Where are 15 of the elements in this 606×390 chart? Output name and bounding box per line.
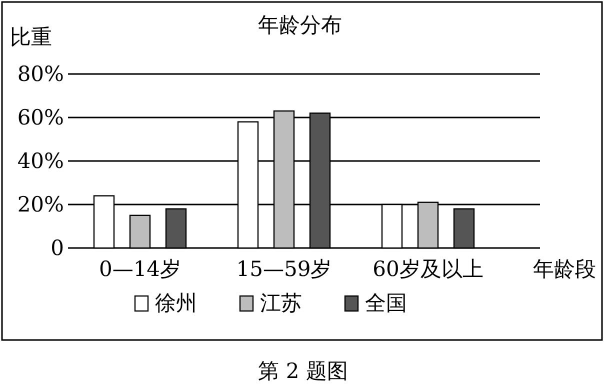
text: 第 2 题图	[258, 359, 348, 383]
y-tick-label: 80%	[17, 62, 64, 86]
y-tick-label: 0	[50, 236, 64, 260]
y-axis-title: 比重	[10, 25, 52, 49]
y-tick-label: 60%	[17, 106, 64, 130]
x-tick-label: 15—59岁	[236, 257, 332, 281]
x-tick-label: 0—14岁	[98, 257, 182, 281]
y-tick-label: 40%	[17, 149, 64, 173]
x-tick-label: 60岁及以上	[372, 257, 484, 281]
chart-title: 年龄分布	[258, 13, 342, 37]
legend-label: 全国	[365, 291, 407, 315]
y-tick-label: 20%	[17, 192, 64, 216]
legend-label: 徐州	[155, 291, 197, 315]
x-axis-title: 年龄段	[533, 257, 596, 281]
legend-label: 江苏	[260, 291, 302, 315]
